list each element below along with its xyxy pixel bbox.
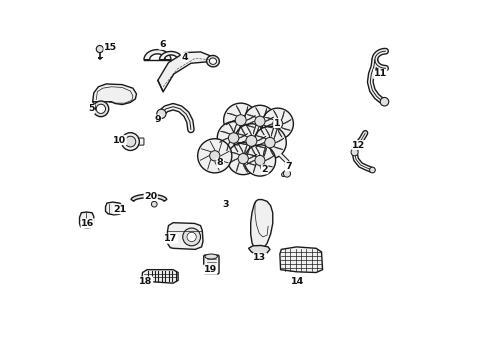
Text: 8: 8 <box>217 158 223 167</box>
Circle shape <box>96 45 103 53</box>
Text: 1: 1 <box>274 118 280 127</box>
Polygon shape <box>159 51 182 60</box>
Circle shape <box>246 135 257 146</box>
Circle shape <box>151 201 157 207</box>
Text: 11: 11 <box>373 69 387 78</box>
Circle shape <box>217 122 250 154</box>
Circle shape <box>223 103 258 137</box>
Polygon shape <box>131 194 167 201</box>
Circle shape <box>351 149 358 156</box>
Circle shape <box>234 124 269 158</box>
Circle shape <box>197 139 232 173</box>
Circle shape <box>235 115 246 126</box>
Circle shape <box>157 109 166 118</box>
Polygon shape <box>79 212 94 228</box>
Polygon shape <box>142 270 178 283</box>
Ellipse shape <box>209 58 217 64</box>
Circle shape <box>255 156 265 166</box>
Text: 12: 12 <box>352 141 366 150</box>
Text: 4: 4 <box>181 53 188 62</box>
Circle shape <box>273 119 283 129</box>
Polygon shape <box>248 246 270 255</box>
Polygon shape <box>280 247 322 273</box>
Ellipse shape <box>207 55 220 67</box>
Circle shape <box>183 228 200 246</box>
Polygon shape <box>144 50 171 60</box>
Text: 7: 7 <box>285 162 292 171</box>
Circle shape <box>245 145 275 176</box>
Polygon shape <box>105 202 122 215</box>
Circle shape <box>253 126 286 159</box>
Text: 13: 13 <box>253 253 267 262</box>
Polygon shape <box>93 84 137 104</box>
Circle shape <box>187 232 196 242</box>
Circle shape <box>244 105 276 137</box>
Circle shape <box>380 98 389 106</box>
FancyBboxPatch shape <box>204 255 219 274</box>
Circle shape <box>369 167 375 173</box>
Circle shape <box>283 170 291 177</box>
Circle shape <box>122 133 139 150</box>
Text: 3: 3 <box>222 201 229 210</box>
FancyBboxPatch shape <box>136 138 144 145</box>
Text: 18: 18 <box>139 277 153 286</box>
Circle shape <box>125 136 136 147</box>
Text: 20: 20 <box>144 192 157 201</box>
Text: 10: 10 <box>113 136 126 145</box>
Ellipse shape <box>205 254 218 259</box>
Circle shape <box>265 138 275 148</box>
Text: 17: 17 <box>164 234 177 243</box>
Circle shape <box>255 116 265 126</box>
Text: 14: 14 <box>291 277 304 286</box>
Text: 19: 19 <box>203 265 217 274</box>
Text: 6: 6 <box>159 40 166 49</box>
Circle shape <box>262 108 294 139</box>
Text: 16: 16 <box>81 219 95 228</box>
Polygon shape <box>158 52 216 92</box>
Text: 2: 2 <box>261 165 268 174</box>
Circle shape <box>238 153 248 164</box>
Circle shape <box>227 143 259 175</box>
Circle shape <box>210 151 220 161</box>
Circle shape <box>228 133 239 143</box>
Text: 9: 9 <box>154 115 161 124</box>
Text: 5: 5 <box>88 104 95 113</box>
Circle shape <box>96 104 105 113</box>
Text: 15: 15 <box>104 43 117 52</box>
Circle shape <box>93 101 109 117</box>
Polygon shape <box>168 223 203 249</box>
Polygon shape <box>251 199 273 249</box>
Text: 21: 21 <box>113 205 126 214</box>
